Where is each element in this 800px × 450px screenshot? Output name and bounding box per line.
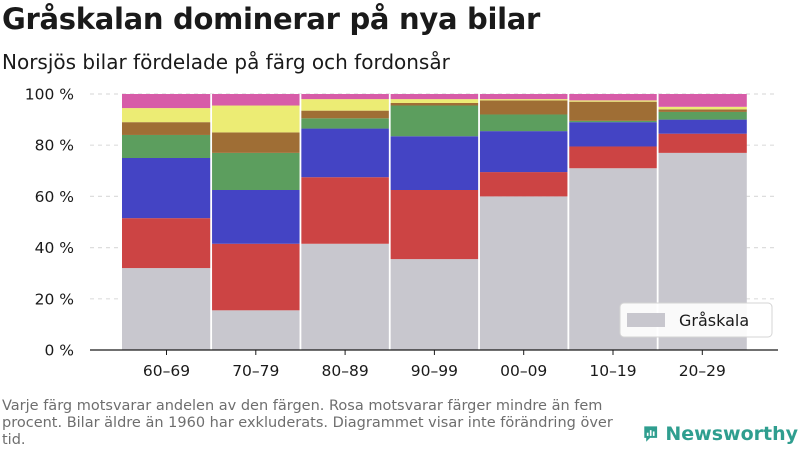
- bar-segment: [389, 259, 479, 350]
- bar-segment: [211, 243, 301, 311]
- brand-logo: Newsworthy: [643, 419, 798, 449]
- bars: [122, 94, 747, 350]
- legend-box: [619, 302, 773, 338]
- x-tick-label: 80–89: [321, 362, 368, 380]
- bar-segment: [300, 110, 390, 119]
- x-tick-label: 90–99: [411, 362, 458, 380]
- bar-segment: [122, 134, 211, 158]
- bar-segment: [211, 190, 301, 244]
- y-tick-label: 60 %: [35, 188, 74, 206]
- x-tick-label: 20–29: [679, 362, 726, 380]
- bar-segment: [657, 109, 747, 112]
- bar-segment: [479, 94, 569, 100]
- bar-segment: [300, 99, 390, 111]
- bar-segment: [389, 190, 479, 260]
- y-tick-label: 0 %: [44, 342, 74, 360]
- bar-segment: [657, 94, 747, 107]
- legend-label: Gråskala: [679, 311, 749, 330]
- bar-segment: [479, 114, 569, 132]
- x-tick-label: 10–19: [589, 362, 636, 380]
- footnote: Varje färg motsvarar andelen av den färg…: [2, 398, 613, 448]
- legend: Gråskala: [619, 302, 773, 338]
- bar-segment: [389, 94, 479, 100]
- bar-segment: [211, 152, 301, 190]
- x-tick-label: 70–79: [232, 362, 279, 380]
- bar-segment: [300, 118, 390, 129]
- bar-segment: [122, 94, 211, 109]
- bar-segment: [568, 100, 658, 102]
- y-tick-label: 20 %: [35, 290, 74, 308]
- bar-segment: [479, 196, 569, 350]
- bar-segment: [300, 128, 390, 178]
- y-tick-label: 100 %: [25, 86, 74, 104]
- bar-segment: [122, 122, 211, 135]
- bar-segment: [568, 146, 658, 169]
- bar-segment: [389, 105, 479, 137]
- bar-segment: [479, 131, 569, 173]
- y-tick-label: 40 %: [35, 239, 74, 257]
- bar-segment: [122, 268, 211, 350]
- bar-segment: [389, 136, 479, 190]
- bar-segment: [657, 133, 747, 153]
- bar-segment: [300, 94, 390, 100]
- bar-segment: [211, 310, 301, 350]
- bar-segment: [568, 122, 658, 147]
- legend-swatch: [627, 313, 665, 327]
- bar-segment: [479, 99, 569, 101]
- stacked-bar-chart: 0 % 20 % 40 % 60 % 80 % 100 % 60–69 70–79 80–89 9…: [25, 86, 778, 380]
- newsworthy-logo-icon: [644, 426, 658, 442]
- bar-segment: [568, 101, 658, 121]
- bar-segment: [657, 119, 747, 134]
- bar-segment: [211, 132, 301, 153]
- bar-segment: [479, 100, 569, 115]
- bar-segment: [657, 106, 747, 110]
- bar-segment: [389, 102, 479, 106]
- bar-segment: [122, 108, 211, 123]
- bar-segment: [122, 218, 211, 269]
- bar-segment: [211, 94, 301, 106]
- bar-segment: [568, 94, 658, 101]
- bar-segment: [300, 177, 390, 244]
- bar-segment: [389, 99, 479, 103]
- x-tick-label: 60–69: [143, 362, 190, 380]
- y-tick-label: 80 %: [35, 137, 74, 155]
- bar-segment: [479, 172, 569, 197]
- bar-segment: [657, 111, 747, 120]
- chart-title: Gråskalan dominerar på nya bilar: [2, 2, 541, 36]
- brand-name: Newsworthy: [665, 423, 798, 445]
- chart-subtitle: Norsjös bilar fördelade på färg och ford…: [2, 50, 450, 74]
- x-tick-label: 00–09: [500, 362, 547, 380]
- bar-segment: [211, 105, 301, 133]
- bar-segment: [568, 120, 658, 123]
- axes: 0 % 20 % 40 % 60 % 80 % 100 % 60–69 70–79 80–89 9…: [25, 86, 778, 380]
- bar-segment: [300, 243, 390, 350]
- bar-segment: [122, 158, 211, 219]
